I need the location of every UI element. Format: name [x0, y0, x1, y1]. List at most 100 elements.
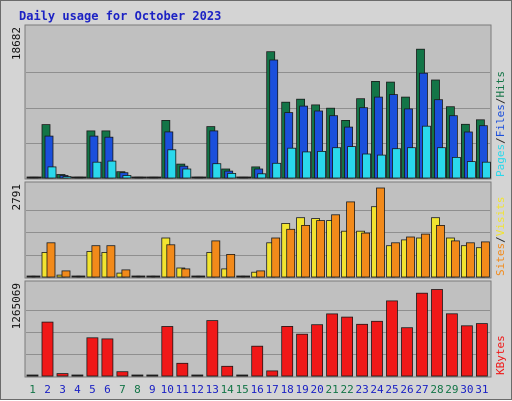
bar-kbytes-day-19: [296, 333, 309, 377]
bar-kbytes-day-10: [161, 326, 174, 377]
day-label-9: 9: [149, 383, 156, 396]
panel-hits-files-pages-legend: Pages/Files/Hits: [494, 71, 507, 177]
bar-kbytes-day-13: [206, 320, 219, 377]
panel-kbytes-max-label: 1265069: [10, 283, 23, 329]
bar-sites-day-13: [211, 240, 221, 278]
bar-sites-day-7: [121, 269, 131, 278]
bar-kbytes-day-4: [71, 374, 84, 377]
day-label-25: 25: [385, 383, 398, 396]
day-label-7: 7: [119, 383, 126, 396]
bar-pages-day-7: [122, 175, 132, 179]
bar-pages-day-24: [377, 154, 386, 179]
bar-kbytes-day-1: [26, 374, 39, 377]
bar-sites-day-31: [480, 241, 490, 278]
bar-pages-day-13: [212, 163, 222, 179]
bar-sites-day-23: [361, 232, 371, 278]
chart-title: Daily usage for October 2023: [19, 9, 222, 23]
day-label-1: 1: [29, 383, 36, 396]
day-label-4: 4: [74, 383, 81, 396]
bar-kbytes-day-3: [56, 373, 69, 377]
bar-sites-day-17: [271, 237, 281, 278]
bar-pages-day-20: [317, 150, 327, 179]
bar-kbytes-day-6: [101, 338, 114, 377]
legend-entry: /: [494, 98, 507, 105]
bar-kbytes-day-26: [401, 327, 413, 377]
bar-files-day-17: [269, 59, 279, 179]
bar-kbytes-day-7: [116, 371, 129, 377]
bar-pages-day-4: [77, 176, 87, 179]
day-label-14: 14: [221, 383, 235, 396]
bar-sites-day-15: [241, 275, 251, 278]
day-label-28: 28: [430, 383, 443, 396]
day-label-22: 22: [340, 383, 353, 396]
day-label-19: 19: [295, 383, 308, 396]
day-label-27: 27: [415, 383, 428, 396]
bar-sites-day-5: [91, 245, 101, 278]
bar-pages-day-10: [167, 149, 177, 179]
bar-kbytes-day-25: [386, 300, 398, 377]
day-label-8: 8: [134, 383, 141, 396]
day-label-16: 16: [251, 383, 264, 396]
bar-sites-day-18: [286, 228, 296, 278]
day-label-3: 3: [59, 383, 66, 396]
bar-kbytes-day-2: [41, 321, 54, 377]
bar-kbytes-day-8: [131, 374, 144, 377]
bar-sites-day-6: [106, 245, 116, 278]
bar-sites-day-24: [376, 187, 385, 278]
bar-sites-day-16: [256, 270, 266, 278]
bar-sites-day-30: [465, 242, 475, 278]
bar-sites-day-12: [196, 275, 206, 278]
bar-sites-day-1: [31, 275, 41, 278]
bar-pages-day-2: [47, 166, 57, 179]
panel-hits-files-pages-max-label: 18682: [10, 27, 23, 60]
panel-visits-sites-max-label: 2791: [10, 184, 23, 211]
bar-sites-day-26: [406, 236, 415, 278]
bar-kbytes-day-11: [176, 362, 189, 377]
day-label-2: 2: [44, 383, 51, 396]
bar-sites-day-21: [331, 214, 341, 278]
legend-entry: /: [494, 236, 507, 243]
bar-sites-day-11: [181, 268, 191, 278]
bar-kbytes-day-9: [146, 374, 159, 377]
bar-sites-day-29: [450, 240, 460, 278]
bar-kbytes-day-15: [236, 374, 249, 377]
day-label-11: 11: [176, 383, 189, 396]
bar-kbytes-day-21: [326, 313, 339, 377]
bar-pages-day-12: [197, 176, 207, 179]
day-label-26: 26: [400, 383, 413, 396]
bar-kbytes-day-18: [281, 325, 294, 377]
bar-pages-day-27: [422, 125, 431, 179]
bar-kbytes-day-24: [371, 320, 383, 377]
bar-pages-day-17: [272, 162, 282, 179]
bar-pages-day-8: [137, 176, 147, 179]
bar-sites-day-27: [421, 233, 430, 278]
bar-kbytes-day-23: [356, 323, 369, 377]
bar-kbytes-day-20: [311, 324, 324, 377]
bar-sites-day-9: [151, 275, 161, 278]
bar-pages-day-15: [242, 176, 252, 179]
bar-pages-day-22: [347, 146, 357, 179]
bar-kbytes-day-27: [416, 292, 428, 377]
day-label-18: 18: [281, 383, 294, 396]
bar-sites-day-4: [76, 275, 86, 278]
bar-pages-day-29: [451, 156, 461, 179]
bar-pages-day-6: [107, 160, 117, 179]
bar-pages-day-28: [437, 147, 446, 179]
day-label-17: 17: [266, 383, 279, 396]
legend-entry: Pages: [494, 144, 507, 177]
bar-kbytes-day-28: [431, 289, 443, 377]
bar-sites-day-28: [436, 224, 445, 278]
legend-entry: Sites: [494, 243, 507, 276]
day-label-12: 12: [191, 383, 204, 396]
day-label-30: 30: [460, 383, 473, 396]
bar-kbytes-day-14: [221, 365, 234, 377]
day-label-24: 24: [370, 383, 384, 396]
legend-entry: Visits: [494, 197, 507, 237]
bar-kbytes-day-12: [191, 374, 204, 377]
panel-visits-sites-legend: Sites/Visits: [494, 197, 507, 277]
day-label-21: 21: [325, 383, 338, 396]
bar-pages-day-14: [227, 172, 237, 179]
legend-entry: /: [494, 137, 507, 144]
bar-pages-day-21: [332, 147, 342, 179]
day-label-23: 23: [355, 383, 368, 396]
